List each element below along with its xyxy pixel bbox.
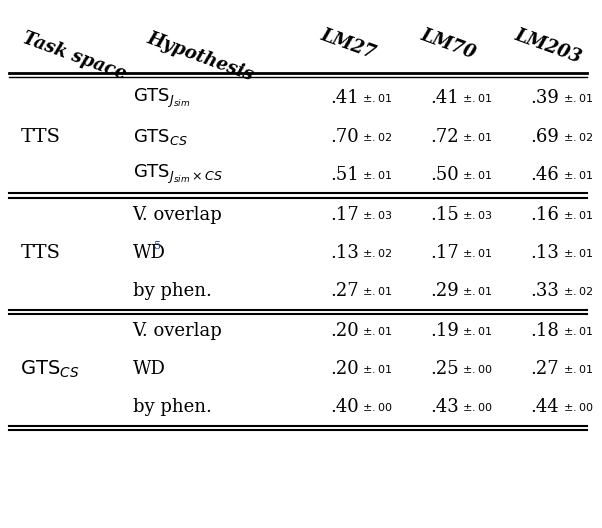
Text: .44: .44 — [531, 398, 559, 416]
Text: .27: .27 — [531, 360, 559, 378]
Text: $\pm.01$: $\pm.01$ — [362, 92, 392, 105]
Text: $\pm.03$: $\pm.03$ — [362, 209, 393, 221]
Text: LM27: LM27 — [318, 26, 378, 63]
Text: $\pm.02$: $\pm.02$ — [562, 130, 592, 143]
Text: Hypothesis: Hypothesis — [144, 29, 256, 84]
Text: .69: .69 — [531, 128, 559, 146]
Text: Task space: Task space — [20, 29, 129, 83]
Text: V. overlap: V. overlap — [132, 206, 222, 224]
Text: .13: .13 — [531, 244, 559, 262]
Text: .46: .46 — [531, 166, 559, 184]
Text: .70: .70 — [330, 128, 359, 146]
Text: .72: .72 — [430, 128, 459, 146]
Text: .17: .17 — [430, 244, 459, 262]
Text: V. overlap: V. overlap — [132, 322, 222, 340]
Text: $\pm.00$: $\pm.00$ — [462, 363, 492, 375]
Text: .51: .51 — [330, 166, 359, 184]
Text: LM203: LM203 — [512, 26, 585, 67]
Text: $\pm.01$: $\pm.01$ — [562, 209, 592, 221]
Text: $\pm.01$: $\pm.01$ — [562, 247, 592, 259]
Text: .17: .17 — [330, 206, 359, 224]
Text: $\pm.01$: $\pm.01$ — [462, 168, 492, 181]
Text: .29: .29 — [430, 282, 459, 300]
Text: $\pm.01$: $\pm.01$ — [362, 285, 392, 297]
Text: .41: .41 — [330, 89, 359, 107]
Text: $\pm.02$: $\pm.02$ — [562, 285, 592, 297]
Text: $\pm.01$: $\pm.01$ — [362, 168, 392, 181]
Text: .16: .16 — [531, 206, 559, 224]
Text: $\pm.00$: $\pm.00$ — [462, 401, 492, 413]
Text: 5: 5 — [154, 241, 161, 251]
Text: .18: .18 — [531, 322, 559, 340]
Text: .43: .43 — [430, 398, 459, 416]
Text: .25: .25 — [430, 360, 459, 378]
Text: .40: .40 — [330, 398, 359, 416]
Text: .20: .20 — [330, 360, 359, 378]
Text: TTS: TTS — [20, 244, 60, 262]
Text: .50: .50 — [430, 166, 459, 184]
Text: $\pm.01$: $\pm.01$ — [462, 92, 492, 105]
Text: .15: .15 — [430, 206, 459, 224]
Text: $\pm.01$: $\pm.01$ — [462, 285, 492, 297]
Text: by phen.: by phen. — [132, 398, 211, 416]
Text: $\pm.03$: $\pm.03$ — [462, 209, 492, 221]
Text: $\mathrm{GTS}_{CS}$: $\mathrm{GTS}_{CS}$ — [20, 359, 80, 380]
Text: WD: WD — [132, 360, 166, 378]
Text: LM70: LM70 — [418, 26, 478, 63]
Text: $\pm.01$: $\pm.01$ — [462, 130, 492, 143]
Text: $\pm.01$: $\pm.01$ — [562, 363, 592, 375]
Text: $\pm.01$: $\pm.01$ — [462, 325, 492, 337]
Text: $\pm.01$: $\pm.01$ — [362, 363, 392, 375]
Text: .27: .27 — [330, 282, 359, 300]
Text: $\pm.01$: $\pm.01$ — [562, 168, 592, 181]
Text: $\mathrm{GTS}_{J_{sim}}$: $\mathrm{GTS}_{J_{sim}}$ — [132, 87, 190, 110]
Text: $\pm.02$: $\pm.02$ — [362, 130, 392, 143]
Text: WD: WD — [132, 244, 166, 262]
Text: TTS: TTS — [20, 128, 60, 146]
Text: .39: .39 — [531, 89, 559, 107]
Text: $\mathrm{GTS}_{J_{sim}\times CS}$: $\mathrm{GTS}_{J_{sim}\times CS}$ — [132, 163, 223, 186]
Text: $\pm.01$: $\pm.01$ — [562, 325, 592, 337]
Text: .13: .13 — [330, 244, 359, 262]
Text: $\mathrm{GTS}_{CS}$: $\mathrm{GTS}_{CS}$ — [132, 127, 187, 147]
Text: $\pm.01$: $\pm.01$ — [462, 247, 492, 259]
Text: .33: .33 — [531, 282, 559, 300]
Text: .19: .19 — [430, 322, 459, 340]
Text: by phen.: by phen. — [132, 282, 211, 300]
Text: .20: .20 — [330, 322, 359, 340]
Text: $\pm.02$: $\pm.02$ — [362, 247, 392, 259]
Text: $\pm.01$: $\pm.01$ — [562, 92, 592, 105]
Text: .41: .41 — [430, 89, 459, 107]
Text: $\pm.00$: $\pm.00$ — [362, 401, 393, 413]
Text: $\pm.00$: $\pm.00$ — [562, 401, 593, 413]
Text: $\pm.01$: $\pm.01$ — [362, 325, 392, 337]
